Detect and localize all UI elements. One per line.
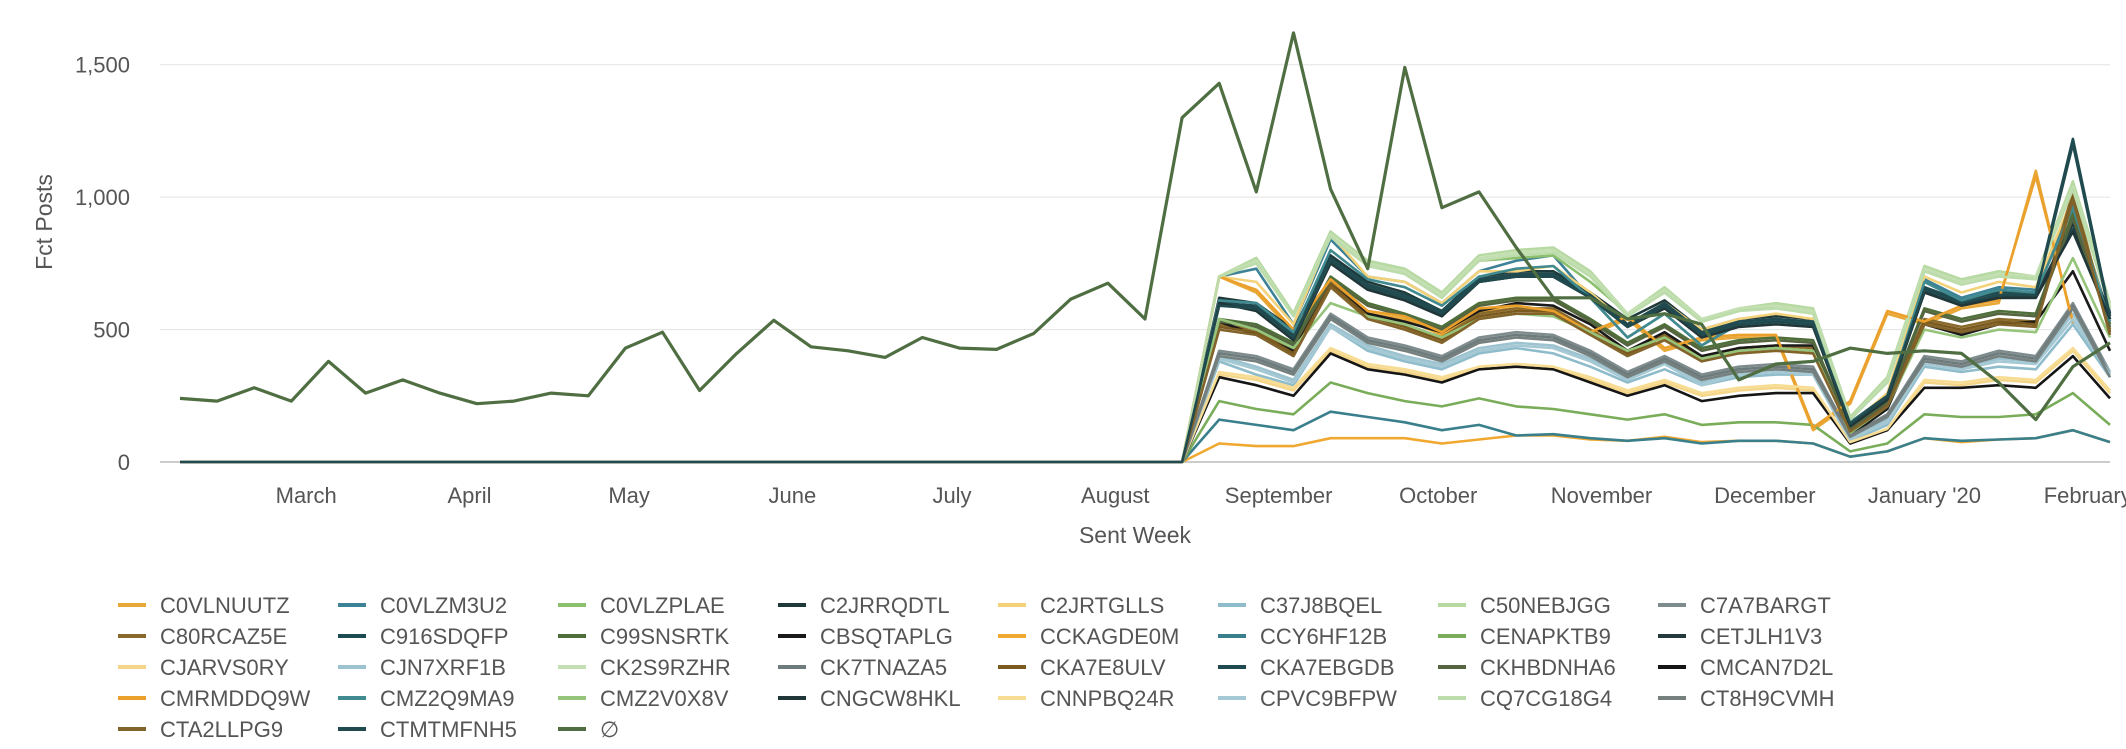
series-line — [180, 180, 2112, 464]
legend: C0VLNUUTZ C0VLZM3U2 C0VLZPLAE C2JRRQDTL C2JR… — [118, 593, 1834, 742]
legend-label: CETJLH1V3 — [1700, 624, 1822, 649]
x-tick-label: December — [1714, 483, 1815, 508]
series-line — [180, 137, 2112, 464]
legend-label: C37J8BQEL — [1260, 593, 1382, 618]
legend-label: CCKAGDE0M — [1040, 624, 1179, 649]
x-tick-label: March — [276, 483, 337, 508]
legend-label: CNGCW8HKL — [820, 686, 961, 711]
x-tick-label: August — [1081, 483, 1150, 508]
x-tick-label: July — [932, 483, 971, 508]
legend-label: C916SDQFP — [380, 624, 508, 649]
y-tick-label: 1,000 — [75, 185, 130, 210]
y-tick-label: 0 — [118, 450, 130, 475]
legend-label: C2JRTGLLS — [1040, 593, 1164, 618]
legend-label: C0VLNUUTZ — [160, 593, 290, 618]
series-line — [180, 182, 2112, 464]
legend-label: CMZ2Q9MA9 — [380, 686, 514, 711]
y-axis-title: Fct Posts — [31, 174, 57, 270]
legend-label: C99SNSRTK — [600, 624, 730, 649]
legend-label: CMCAN7D2L — [1700, 655, 1833, 680]
series-line — [180, 185, 2112, 464]
legend-label: C80RCAZ5E — [160, 624, 287, 649]
x-tick-label: June — [769, 483, 817, 508]
x-tick-label: October — [1399, 483, 1477, 508]
legend-label: CNNPBQ24R — [1040, 686, 1174, 711]
legend-label: CQ7CG18G4 — [1480, 686, 1612, 711]
legend-label: CT8H9CVMH — [1700, 686, 1834, 711]
y-tick-label: 500 — [93, 318, 130, 343]
x-tick-label: May — [608, 483, 650, 508]
x-tick-label: November — [1551, 483, 1652, 508]
x-tick-label: February — [2044, 483, 2126, 508]
legend-label: CTA2LLPG9 — [160, 717, 283, 742]
legend-label: C7A7BARGT — [1700, 593, 1831, 618]
legend-label: CJARVS0RY — [160, 655, 289, 680]
x-tick-label: April — [447, 483, 491, 508]
y-tick-label: 1,500 — [75, 53, 130, 78]
x-axis-title: Sent Week — [1079, 522, 1192, 548]
series-line — [180, 142, 2112, 464]
axes: 0 500 1,000 1,500 March April May June July Augus… — [75, 53, 2126, 508]
legend-label: ∅ — [600, 717, 619, 742]
legend-label: C50NEBJGG — [1480, 593, 1611, 618]
legend-label: CK7TNAZA5 — [820, 655, 947, 680]
x-tick-label: January '20 — [1868, 483, 1981, 508]
x-tick-label: September — [1225, 483, 1333, 508]
series-line — [179, 31, 2111, 422]
legend-label: CK2S9RZHR — [600, 655, 731, 680]
legend-label: CKA7EBGDB — [1260, 655, 1395, 680]
legend-label: CENAPKTB9 — [1480, 624, 1611, 649]
series-line — [180, 410, 2111, 464]
legend-label: C0VLZM3U2 — [380, 593, 507, 618]
series-lines — [179, 31, 2112, 464]
legend-label: CMZ2V0X8V — [600, 686, 729, 711]
legend-label: CTMTMFNH5 — [380, 717, 517, 742]
legend-label: C0VLZPLAE — [600, 593, 725, 618]
legend-label: CKA7E8ULV — [1040, 655, 1166, 680]
legend-label: C2JRRQDTL — [820, 593, 950, 618]
legend-label: CPVC9BFPW — [1260, 686, 1397, 711]
legend-label: CBSQTAPLG — [820, 624, 953, 649]
legend-label: CKHBDNHA6 — [1480, 655, 1616, 680]
gridlines — [160, 64, 2110, 463]
legend-label: CJN7XRF1B — [380, 655, 506, 680]
legend-label: CCY6HF12B — [1260, 624, 1387, 649]
legend-label: CMRMDDQ9W — [160, 686, 311, 711]
